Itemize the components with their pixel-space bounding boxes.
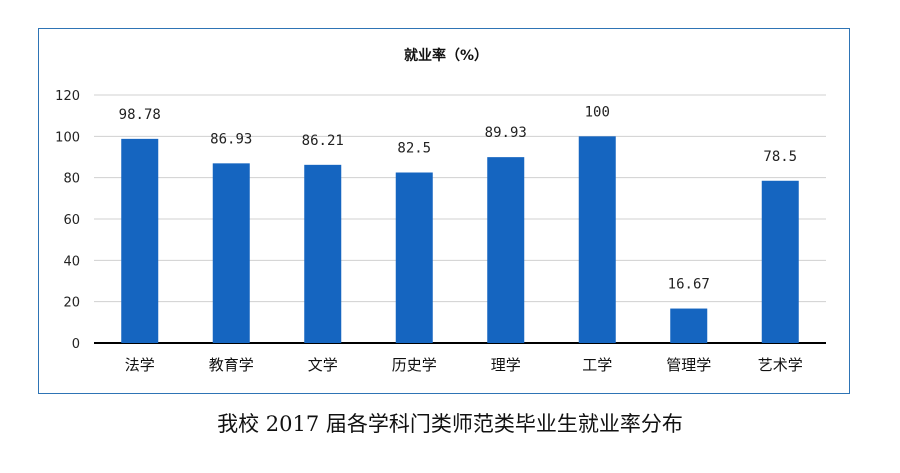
data-label: 89.93 <box>485 125 527 141</box>
data-label: 78.5 <box>763 149 797 165</box>
y-tick-label: 100 <box>55 130 80 145</box>
data-label: 98.78 <box>119 107 161 123</box>
bar <box>212 163 250 343</box>
y-tick-label: 40 <box>63 254 80 269</box>
x-tick-label: 理学 <box>491 356 521 374</box>
bar <box>761 180 799 343</box>
x-tick-label: 历史学 <box>392 356 437 374</box>
bar-chart: 就业率（%） 0 20 40 60 80 100 120 98.78 法学 86.93 教育学 86.… <box>55 47 826 374</box>
x-tick-label: 工学 <box>582 356 612 374</box>
y-tick-label: 0 <box>72 337 80 352</box>
bar <box>121 138 159 343</box>
bar <box>487 157 525 343</box>
bar <box>304 164 342 343</box>
data-label: 86.93 <box>210 131 252 147</box>
x-tick-label: 管理学 <box>666 356 711 374</box>
bar <box>578 136 616 343</box>
y-tick-label: 120 <box>55 89 80 104</box>
bar <box>395 172 433 343</box>
x-tick-label: 艺术学 <box>758 356 803 374</box>
x-tick-label: 教育学 <box>209 356 254 374</box>
x-tick-label: 法学 <box>125 356 155 374</box>
figure-caption: 我校 2017 届各学科门类师范类毕业生就业率分布 <box>217 412 683 436</box>
x-tick-label: 文学 <box>308 356 338 374</box>
data-label: 100 <box>585 104 610 120</box>
chart-frame: 就业率（%） 0 20 40 60 80 100 120 98.78 法学 86.93 教育学 86.… <box>38 28 850 394</box>
bar <box>670 308 708 343</box>
y-tick-label: 60 <box>63 213 80 228</box>
data-label: 86.21 <box>302 133 344 149</box>
y-tick-label: 80 <box>63 172 80 187</box>
data-label: 82.5 <box>397 141 431 157</box>
data-label: 16.67 <box>668 277 710 293</box>
chart-title: 就业率（%） <box>404 47 488 64</box>
y-tick-label: 20 <box>63 296 80 311</box>
